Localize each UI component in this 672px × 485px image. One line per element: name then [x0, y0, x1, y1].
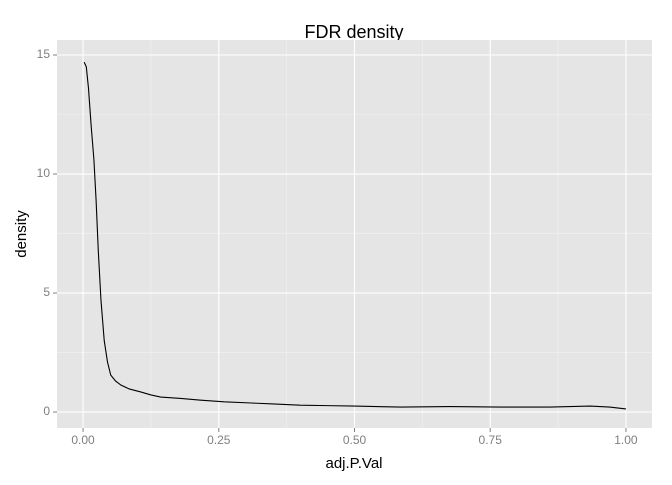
y-tick-label: 15 — [37, 47, 51, 61]
density-line — [83, 61, 627, 410]
chart-title: FDR density — [304, 22, 403, 42]
x-tick-label: 0.00 — [71, 433, 95, 447]
x-tick-label: 0.50 — [343, 433, 367, 447]
y-tick-label: 10 — [37, 166, 51, 180]
y-tick-label: 0 — [43, 404, 50, 418]
y-tick-label: 5 — [43, 285, 50, 299]
y-axis-label: density — [13, 210, 30, 258]
x-tick-label: 0.75 — [479, 433, 503, 447]
x-axis-label: adj.P.Val — [326, 455, 383, 472]
x-tick-label: 0.25 — [207, 433, 231, 447]
x-tick-label: 1.00 — [614, 433, 638, 447]
